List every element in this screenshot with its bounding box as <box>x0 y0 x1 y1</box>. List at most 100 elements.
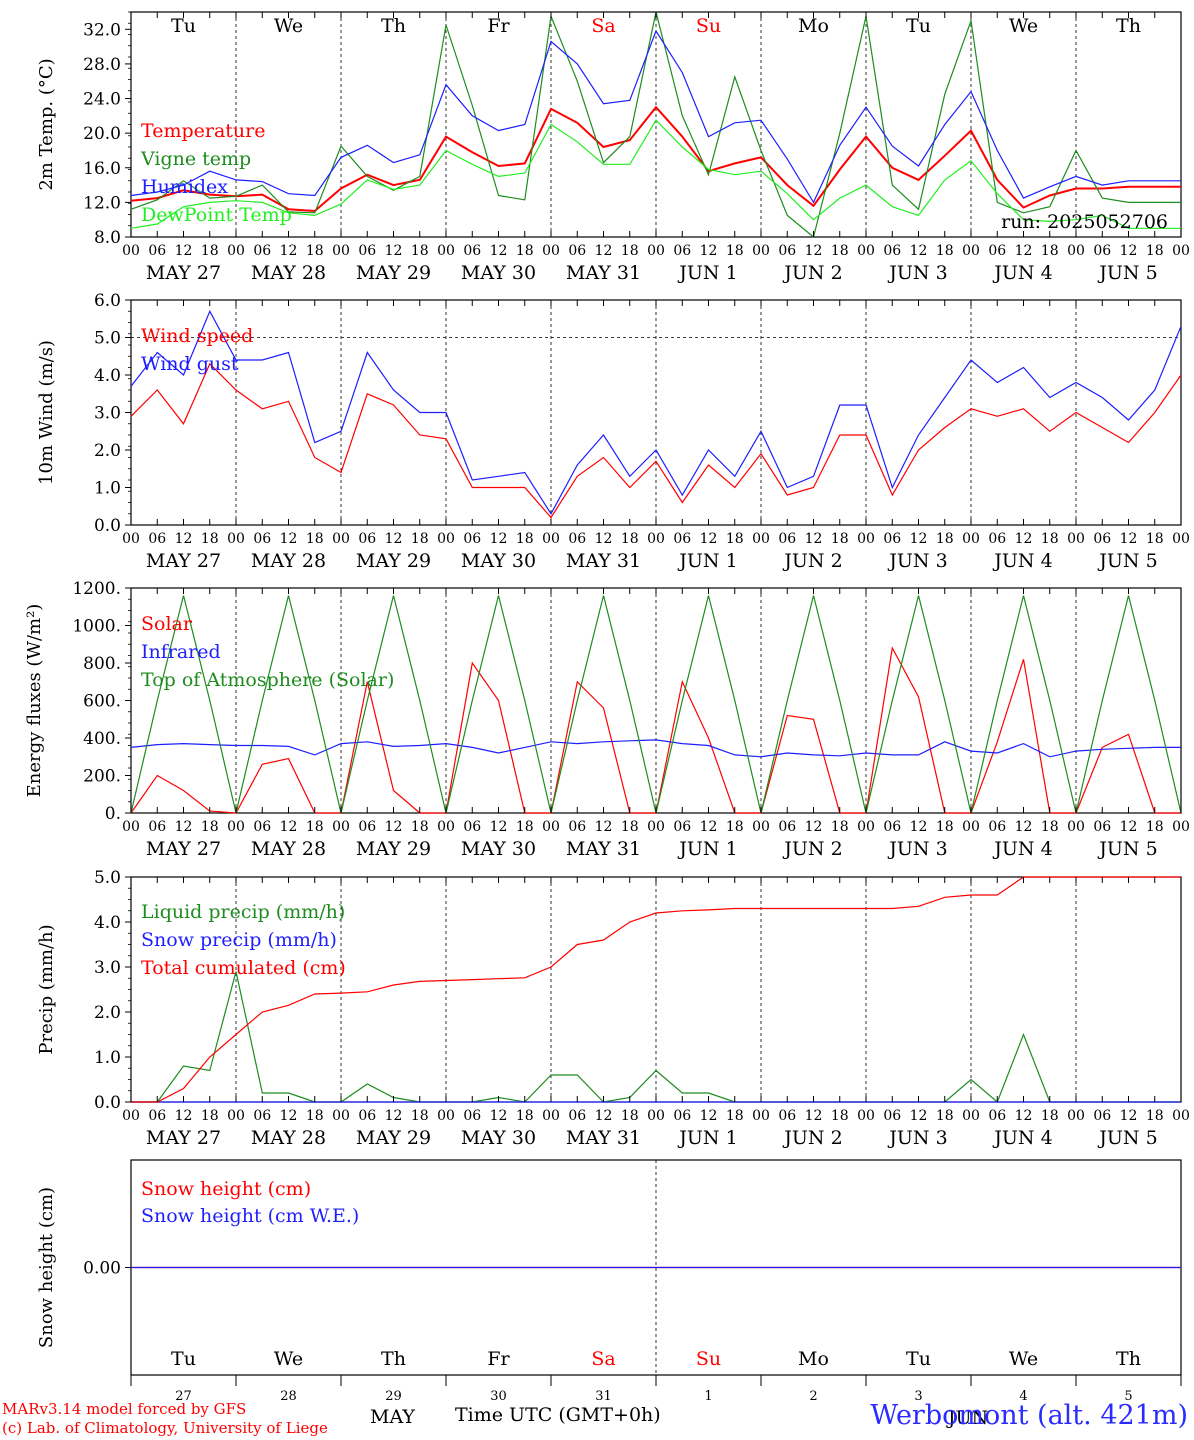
model-note: MARv3.14 model forced by GFS <box>2 1400 247 1418</box>
date-label: MAY 31 <box>566 838 641 860</box>
y-tick-label: 400. <box>83 729 121 749</box>
station-label: Werbomont (alt. 421m) <box>870 1400 1188 1431</box>
hour-tick-label: 00 <box>857 243 875 259</box>
hour-tick-label: 00 <box>1067 531 1085 547</box>
hour-tick-label: 18 <box>831 819 849 835</box>
month-label: MAY <box>370 1406 415 1428</box>
hour-tick-label: 00 <box>857 531 875 547</box>
hour-tick-label: 18 <box>936 531 954 547</box>
date-label: JUN 1 <box>677 262 737 284</box>
hour-tick-label: 12 <box>700 1108 718 1124</box>
legend-solar: Solar <box>141 613 193 635</box>
hour-tick-label: 06 <box>988 243 1006 259</box>
day-number: 31 <box>595 1389 612 1404</box>
hour-tick-label: 12 <box>595 819 613 835</box>
hour-tick-label: 00 <box>1067 243 1085 259</box>
day-number: 29 <box>385 1389 402 1404</box>
hour-tick-label: 12 <box>175 819 193 835</box>
hour-tick-label: 18 <box>306 819 324 835</box>
series-line-dewpoint-temp <box>130 119 1181 229</box>
hour-tick-label: 12 <box>805 243 823 259</box>
legend-infrared: Infrared <box>141 641 221 663</box>
hour-tick-label: 18 <box>621 531 639 547</box>
hour-tick-label: 18 <box>411 531 429 547</box>
hour-tick-label: 12 <box>490 1108 508 1124</box>
date-label: MAY 31 <box>566 550 641 572</box>
y-tick-label: 800. <box>83 654 121 674</box>
date-label: MAY 29 <box>356 1127 431 1149</box>
hour-tick-label: 06 <box>1093 243 1111 259</box>
day-name: Fr <box>487 15 510 37</box>
day-number: 27 <box>175 1389 192 1404</box>
hour-tick-label: 06 <box>883 1108 901 1124</box>
hour-tick-label: 18 <box>726 1108 744 1124</box>
date-label: JUN 1 <box>677 1127 737 1149</box>
hour-tick-label: 18 <box>1146 819 1164 835</box>
hour-tick-label: 18 <box>201 243 219 259</box>
hour-tick-label: 12 <box>910 819 928 835</box>
hour-tick-label: 18 <box>936 243 954 259</box>
date-label: JUN 3 <box>887 1127 947 1149</box>
hour-tick-label: 00 <box>1172 1108 1190 1124</box>
hour-tick-label: 12 <box>385 243 403 259</box>
hour-tick-label: 00 <box>647 819 665 835</box>
y-tick-label: 2.0 <box>94 441 121 461</box>
credit-note: (c) Lab. of Climatology, University of L… <box>2 1419 328 1437</box>
run-label: run: 2025052706 <box>1001 211 1168 233</box>
hour-tick-label: 06 <box>988 531 1006 547</box>
y-tick-label: 0.0 <box>94 516 121 536</box>
hour-tick-label: 00 <box>962 1108 980 1124</box>
y-tick-label: 4.0 <box>94 366 121 386</box>
hour-tick-label: 18 <box>831 1108 849 1124</box>
panel-frame <box>130 299 1182 526</box>
hour-tick-label: 06 <box>148 531 166 547</box>
hour-tick-label: 12 <box>1015 819 1033 835</box>
hour-tick-label: 06 <box>778 531 796 547</box>
hour-tick-label: 00 <box>122 243 140 259</box>
hour-tick-label: 06 <box>148 243 166 259</box>
hour-tick-label: 06 <box>358 531 376 547</box>
hour-tick-label: 06 <box>253 531 271 547</box>
y-tick-label: 6.0 <box>94 291 121 311</box>
y-tick-label: 12.0 <box>83 193 121 213</box>
hour-tick-label: 18 <box>936 1108 954 1124</box>
day-number: 2 <box>809 1389 817 1404</box>
hour-tick-label: 12 <box>1015 243 1033 259</box>
hour-tick-label: 06 <box>1093 1108 1111 1124</box>
day-name: Tu <box>171 15 196 37</box>
hour-tick-label: 18 <box>726 819 744 835</box>
hour-tick-label: 06 <box>463 1108 481 1124</box>
hour-tick-label: 00 <box>227 531 245 547</box>
y-tick-label: 8.0 <box>94 228 121 248</box>
series-line-humidex <box>130 29 1181 204</box>
hour-tick-label: 00 <box>437 819 455 835</box>
hour-tick-label: 18 <box>201 531 219 547</box>
legend-dewpoint-temp: DewPoint Temp <box>141 204 292 226</box>
hour-tick-label: 18 <box>1041 243 1059 259</box>
y-tick-label: 32.0 <box>83 20 121 40</box>
hour-tick-label: 06 <box>463 531 481 547</box>
hour-tick-label: 06 <box>253 243 271 259</box>
hour-tick-label: 00 <box>332 819 350 835</box>
hour-tick-label: 06 <box>883 531 901 547</box>
series-line-total-cumulated-cm- <box>131 876 1181 1103</box>
hour-tick-label: 00 <box>962 819 980 835</box>
hour-tick-label: 18 <box>516 819 534 835</box>
hour-tick-label: 06 <box>358 243 376 259</box>
hour-tick-label: 12 <box>280 243 298 259</box>
day-name: We <box>1009 15 1038 37</box>
day-name-bottom: We <box>274 1348 303 1370</box>
hour-tick-label: 06 <box>988 1108 1006 1124</box>
hour-tick-label: 00 <box>227 819 245 835</box>
series-line-infrared <box>130 739 1181 758</box>
hour-tick-label: 18 <box>831 243 849 259</box>
date-label: JUN 2 <box>782 550 842 572</box>
hour-tick-label: 00 <box>542 243 560 259</box>
hour-tick-label: 00 <box>332 531 350 547</box>
date-label: JUN 3 <box>887 262 947 284</box>
hour-tick-label: 12 <box>595 243 613 259</box>
hour-tick-label: 00 <box>1172 819 1190 835</box>
hour-tick-label: 06 <box>883 243 901 259</box>
hour-tick-label: 00 <box>437 243 455 259</box>
